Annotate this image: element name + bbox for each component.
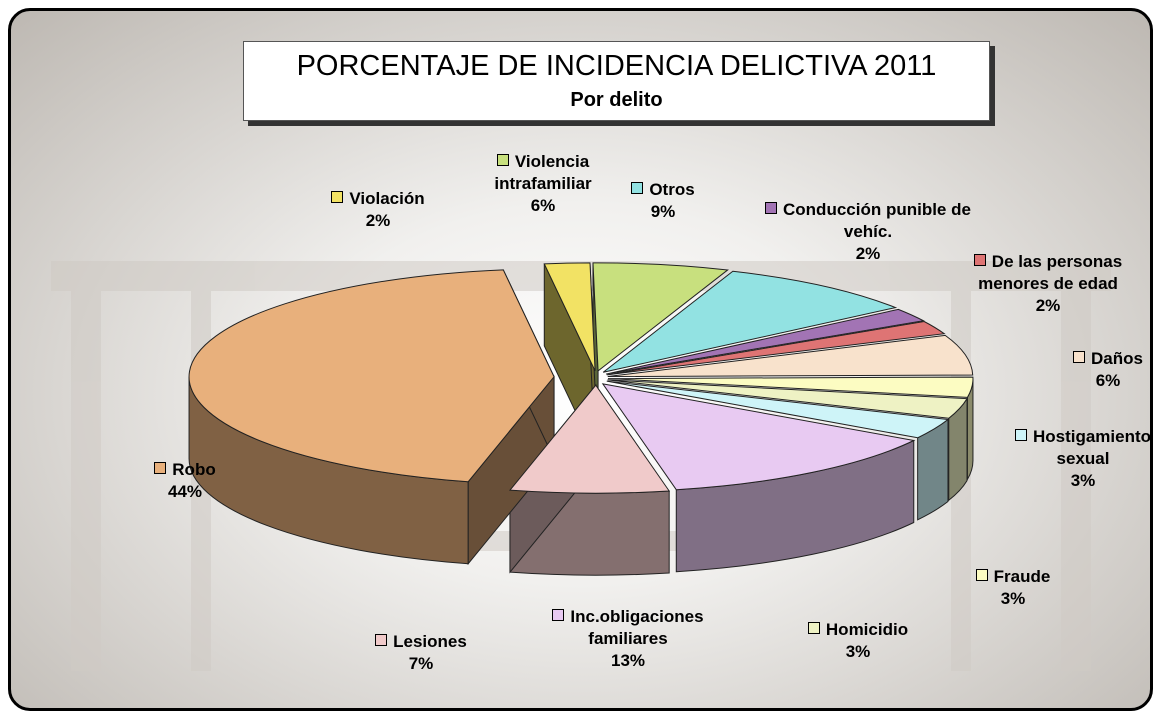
category-name: Conducción punible de vehíc.	[783, 200, 971, 241]
slice-label: Fraude 3%	[958, 566, 1068, 610]
slice-label: Otros 9%	[603, 179, 723, 223]
category-name: Violación	[349, 189, 424, 208]
legend-swatch	[765, 202, 777, 214]
value-label: 6%	[1053, 370, 1153, 392]
category-name: Homicidio	[826, 620, 908, 639]
legend-swatch	[552, 609, 564, 621]
slice-label: Lesiones 7%	[356, 631, 486, 675]
category-name: Inc.obligaciones familiares	[570, 607, 703, 648]
value-label: 44%	[130, 481, 240, 503]
page: PORCENTAJE DE INCIDENCIA DELICTIVA 2011 …	[0, 0, 1163, 721]
legend-swatch	[331, 191, 343, 203]
legend-swatch	[1015, 429, 1027, 441]
value-label: 3%	[993, 470, 1153, 492]
value-label: 13%	[518, 650, 738, 672]
category-name: Daños	[1091, 349, 1143, 368]
category-name: De las personas menores de edad	[978, 252, 1122, 293]
value-label: 2%	[748, 243, 988, 265]
category-name: Robo	[172, 460, 215, 479]
category-name: Otros	[649, 180, 694, 199]
chart-panel: PORCENTAJE DE INCIDENCIA DELICTIVA 2011 …	[8, 8, 1153, 711]
legend-swatch	[976, 569, 988, 581]
legend-swatch	[375, 634, 387, 646]
slice-label: Daños 6%	[1053, 348, 1153, 392]
slice-label: Homicidio 3%	[788, 619, 928, 663]
category-name: Lesiones	[393, 632, 467, 651]
value-label: 9%	[603, 201, 723, 223]
category-name: Violencia intrafamiliar	[494, 152, 591, 193]
slice-label: Violación 2%	[303, 188, 453, 232]
legend-swatch	[154, 462, 166, 474]
legend-swatch	[1073, 351, 1085, 363]
value-label: 3%	[958, 588, 1068, 610]
category-name: Hostigamiento sexual	[1033, 427, 1151, 468]
slice-label: Robo 44%	[130, 459, 240, 503]
legend-swatch	[631, 182, 643, 194]
value-label: 3%	[788, 641, 928, 663]
legend-swatch	[808, 622, 820, 634]
value-label: 2%	[953, 295, 1143, 317]
category-name: Fraude	[994, 567, 1051, 586]
value-label: 7%	[356, 653, 486, 675]
value-label: 2%	[303, 210, 453, 232]
slice-label: Conducción punible de vehíc.2%	[748, 199, 988, 265]
legend-swatch	[497, 154, 509, 166]
legend-swatch	[974, 254, 986, 266]
